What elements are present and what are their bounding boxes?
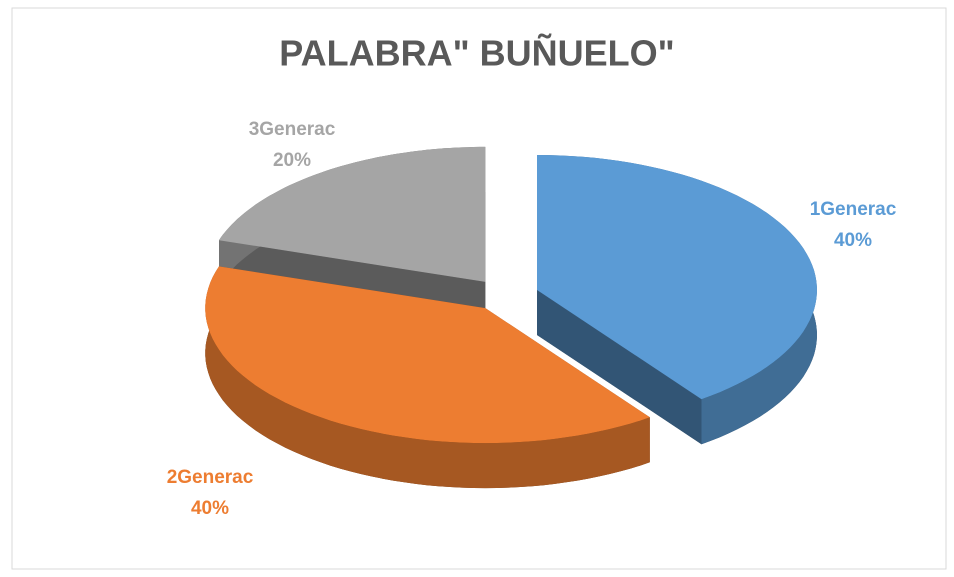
- slice: [205, 266, 650, 489]
- slice-top: [205, 266, 650, 444]
- slice-outer-wall: [205, 266, 650, 489]
- data-label-value: 20%: [273, 150, 311, 171]
- slice-top: [219, 146, 486, 282]
- data-label-category: 2Generac: [167, 467, 254, 488]
- slice-cut-face: [537, 290, 702, 445]
- chart-title: PALABRA" BUÑUELO": [279, 32, 674, 74]
- data-label-value: 40%: [834, 230, 872, 251]
- slice-top: [537, 155, 817, 400]
- slice: [537, 155, 817, 445]
- data-label-value: 40%: [191, 498, 229, 519]
- data-label-category: 3Generac: [249, 119, 336, 140]
- data-label-category: 1Generac: [810, 199, 897, 220]
